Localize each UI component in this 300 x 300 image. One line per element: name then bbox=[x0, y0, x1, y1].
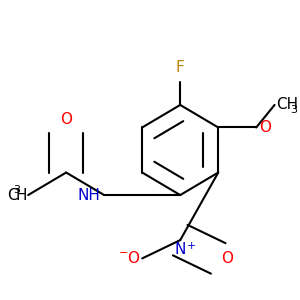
Text: O: O bbox=[127, 251, 139, 266]
Text: 3: 3 bbox=[14, 185, 20, 195]
Text: O: O bbox=[259, 120, 271, 135]
Text: NH: NH bbox=[78, 188, 101, 202]
Text: O: O bbox=[60, 112, 72, 127]
Text: 3: 3 bbox=[290, 105, 297, 115]
Text: O: O bbox=[222, 251, 234, 266]
Text: C: C bbox=[7, 188, 17, 202]
Text: +: + bbox=[186, 241, 196, 251]
Text: H: H bbox=[15, 188, 27, 202]
Text: N: N bbox=[175, 242, 186, 257]
Text: F: F bbox=[176, 60, 184, 75]
Text: −: − bbox=[119, 248, 129, 258]
Text: CH: CH bbox=[276, 98, 298, 112]
